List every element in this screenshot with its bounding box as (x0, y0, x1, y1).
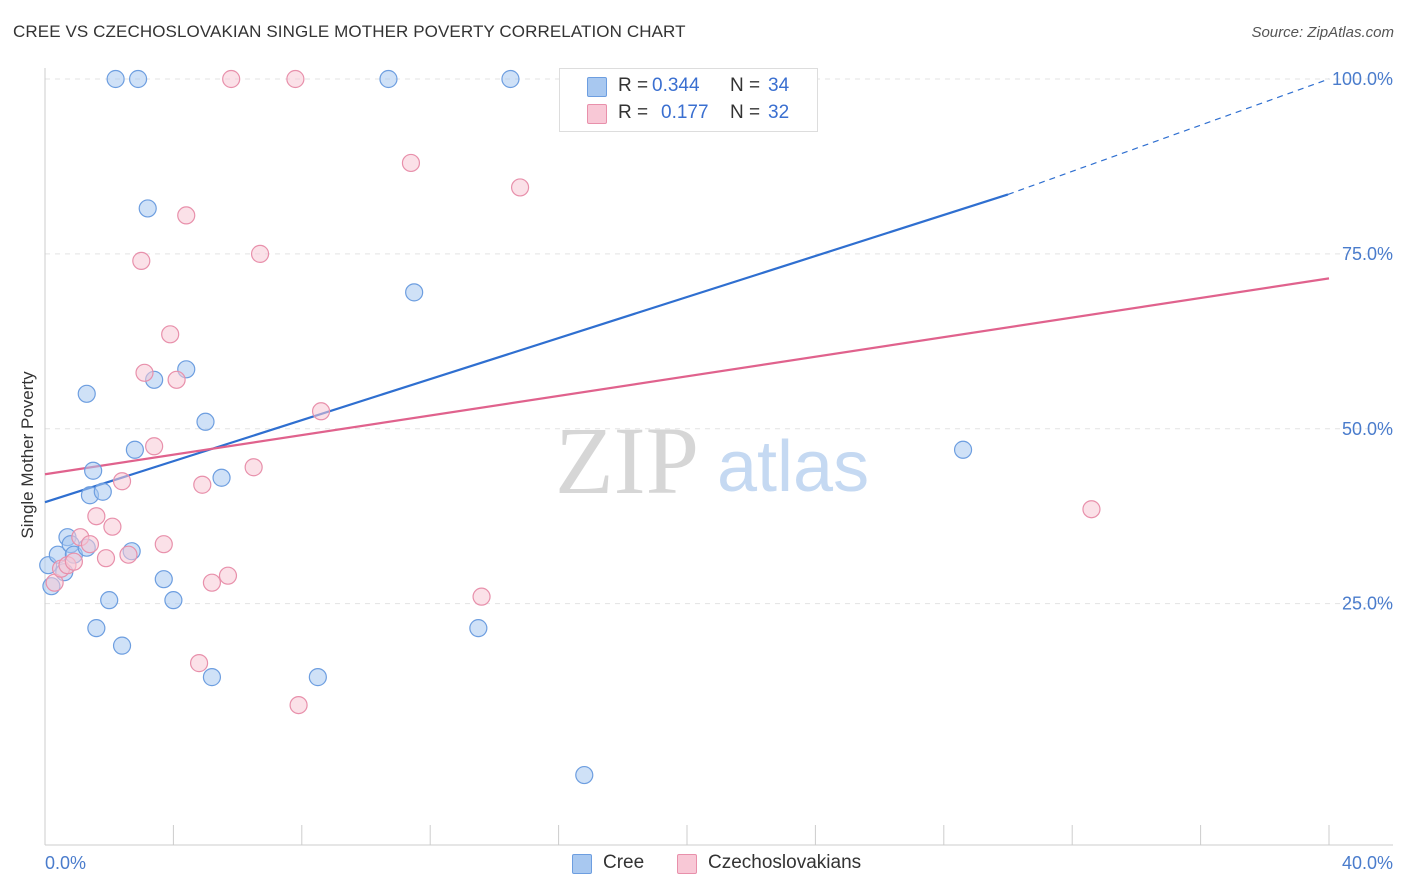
cree-point (93, 482, 112, 501)
cree-point (84, 461, 103, 480)
cree-point (164, 591, 183, 610)
y-tick-label: 50.0% (1342, 419, 1393, 439)
y-tick-label: 100.0% (1332, 69, 1393, 89)
cree-point (196, 412, 215, 431)
czechoslovakian-point (311, 402, 331, 421)
cree-point (212, 468, 231, 487)
y-tick-label: 25.0% (1342, 594, 1393, 614)
legend-row-cree: R = 0.344 N = 34 (560, 73, 817, 99)
czechoslovakian-point (112, 472, 132, 491)
watermark-atlas: atlas (717, 427, 869, 507)
cree-point (308, 668, 327, 687)
cree-trend-line (44, 193, 1009, 504)
y-tick-label: 75.0% (1342, 244, 1393, 264)
cree-point (154, 570, 173, 589)
cree-point (138, 199, 157, 218)
czechoslovakian-point (119, 545, 138, 564)
czechoslovakian-trend-line (44, 277, 1330, 476)
czechoslovakians-legend-label: Czechoslovakians (708, 852, 862, 873)
czechoslovakian-point (218, 566, 238, 585)
czechoslovakian-point (103, 517, 122, 536)
czechoslovakian-point (202, 573, 222, 592)
czechoslovakian-point (286, 69, 305, 89)
correlation-legend: R = 0.344 N = 34 R = 0.177 N = 32 (559, 68, 818, 132)
tick-labels: 25.0% 50.0% 75.0% 100.0% 0.0% 40.0% (45, 69, 1393, 873)
gridlines (45, 78, 1393, 605)
n-value: 34 (768, 75, 790, 96)
source-credit: Source: ZipAtlas.com (1251, 24, 1394, 41)
czechoslovakian-point (289, 695, 308, 715)
r-value: 0.344 (652, 75, 700, 96)
cree-point (405, 283, 424, 302)
watermark-zip: ZIP (555, 407, 699, 514)
cree-point (112, 636, 132, 655)
cree-point (953, 440, 973, 459)
n-value: 32 (768, 102, 790, 123)
czechoslovakian-point (510, 178, 530, 197)
cree-point (128, 69, 148, 89)
czechoslovakians-swatch (587, 104, 607, 124)
czechoslovakian-point (132, 251, 151, 270)
czechoslovakian-point (1082, 500, 1101, 519)
data-points (39, 69, 1101, 785)
cree-legend-swatch (572, 854, 592, 874)
cree-trend-extension (1007, 78, 1330, 195)
cree-point (106, 69, 125, 89)
czechoslovakian-point (472, 587, 491, 606)
watermark: ZIP atlas (555, 407, 869, 514)
cree-point (469, 619, 488, 638)
czechoslovakian-point (167, 370, 186, 389)
czechoslovakian-point (193, 475, 212, 494)
cree-legend-label: Cree (603, 852, 645, 873)
cree-point (501, 69, 520, 89)
series-legend: Cree Czechoslovakians (572, 852, 882, 876)
cree-swatch (587, 77, 607, 97)
x-tick-label: 0.0% (45, 853, 86, 873)
czechoslovakian-point (401, 153, 421, 173)
czechoslovakian-point (80, 535, 100, 554)
cree-point (575, 765, 594, 785)
czechoslovakian-point (135, 363, 154, 382)
czechoslovakian-point (189, 654, 209, 673)
chart-title: CREE VS CZECHOSLOVAKIAN SINGLE MOTHER PO… (13, 22, 686, 41)
cree-point (125, 440, 144, 459)
n-label: N = (730, 75, 761, 96)
y-axis-label: Single Mother Poverty (18, 371, 37, 539)
czechoslovakian-point (177, 206, 196, 225)
trend-lines (44, 78, 1330, 504)
axes (44, 68, 1393, 846)
czechoslovakian-point (222, 69, 241, 89)
czechoslovakian-point (145, 437, 164, 456)
legend-row-czechoslovakians: R = 0.177 N = 32 (560, 100, 817, 126)
czechoslovakian-point (87, 507, 106, 526)
cree-point (379, 69, 398, 89)
czechoslovakian-point (64, 552, 83, 571)
cree-point (202, 668, 222, 687)
czechoslovakian-point (250, 244, 270, 263)
r-label: R = (618, 102, 649, 123)
czechoslovakian-point (96, 549, 116, 568)
czechoslovakians-legend-swatch (677, 854, 697, 874)
r-label: R = (618, 75, 649, 96)
n-label: N = (730, 102, 761, 123)
czechoslovakian-point (161, 325, 180, 344)
r-value: 0.177 (661, 102, 709, 123)
czechoslovakian-point (154, 535, 173, 554)
cree-point (77, 384, 96, 403)
x-tick-label: 40.0% (1342, 853, 1393, 873)
cree-point (87, 619, 106, 638)
cree-point (100, 591, 119, 610)
czechoslovakian-point (244, 458, 263, 477)
